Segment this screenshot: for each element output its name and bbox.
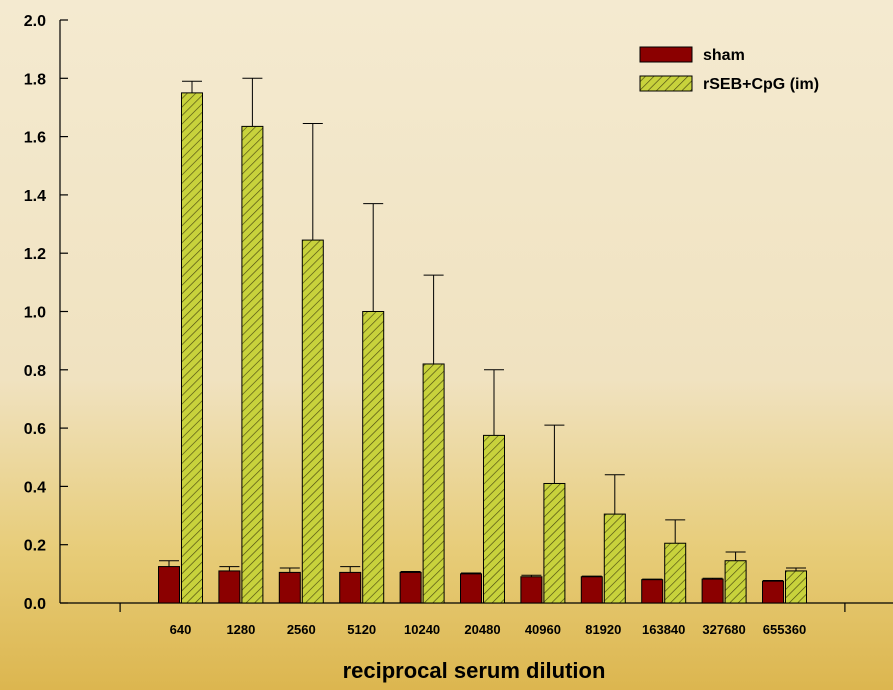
bar-rseb-cpg bbox=[422, 363, 445, 604]
x-tick-label: 81920 bbox=[585, 622, 621, 637]
x-tick-label: 40960 bbox=[525, 622, 561, 637]
bar-rseb-cpg bbox=[543, 482, 566, 604]
bar-rseb-cpg bbox=[664, 542, 687, 604]
bar-sham bbox=[278, 571, 301, 604]
y-tick-label: 0.6 bbox=[24, 421, 46, 438]
bar-rseb-cpg bbox=[603, 513, 626, 604]
x-tick-label: 2560 bbox=[287, 622, 316, 637]
y-tick-label: 0.4 bbox=[24, 479, 46, 496]
bar-rseb-cpg bbox=[724, 560, 747, 604]
bar-rseb-cpg bbox=[301, 239, 324, 604]
bar-rseb-cpg bbox=[181, 92, 203, 604]
x-axis: 640 1280 2560 5120 10240 20480 40960 81920 16384… bbox=[60, 602, 893, 637]
bar-sham bbox=[762, 580, 784, 604]
x-tick-label: 1280 bbox=[226, 622, 255, 637]
legend-swatch-rseb-cpg bbox=[639, 75, 693, 92]
legend-label-sham: sham bbox=[703, 47, 745, 64]
y-tick-label: 1.8 bbox=[24, 71, 46, 88]
x-tick-label: 10240 bbox=[404, 622, 440, 637]
x-tick-label: 163840 bbox=[642, 622, 685, 637]
y-tick-label: 1.6 bbox=[24, 130, 46, 147]
y-tick-label: 0.0 bbox=[24, 596, 46, 613]
legend: sham rSEB+CpG (im) bbox=[639, 46, 819, 93]
y-tick-label: 1.2 bbox=[24, 246, 46, 263]
bar-rseb-cpg bbox=[483, 434, 505, 604]
y-tick-label: 1.4 bbox=[24, 188, 46, 205]
bar-rseb-cpg bbox=[785, 570, 807, 604]
bar-rseb-cpg bbox=[241, 125, 264, 604]
bar-sham bbox=[580, 576, 603, 604]
bar-sham bbox=[701, 578, 724, 604]
x-tick-label: 20480 bbox=[464, 622, 500, 637]
y-tick-label: 1.0 bbox=[24, 305, 46, 322]
bar-sham bbox=[399, 571, 422, 604]
y-tick-label: 0.8 bbox=[24, 363, 46, 380]
bar-sham bbox=[158, 566, 180, 604]
x-tick-label: 640 bbox=[170, 622, 192, 637]
bar-sham bbox=[520, 576, 543, 604]
y-tick-label: 0.2 bbox=[24, 538, 46, 555]
bar-sham bbox=[339, 571, 362, 604]
x-tick-label: 327680 bbox=[702, 622, 745, 637]
x-tick-label: 5120 bbox=[347, 622, 376, 637]
bar-sham bbox=[641, 579, 664, 604]
y-tick-label: 2.0 bbox=[24, 13, 46, 30]
bar-sham bbox=[460, 573, 482, 604]
legend-swatch-sham bbox=[639, 46, 693, 63]
x-axis-title: reciprocal serum dilution bbox=[343, 658, 606, 683]
legend-label-rseb-cpg: rSEB+CpG (im) bbox=[703, 76, 819, 93]
bar-sham bbox=[218, 570, 241, 604]
bar-rseb-cpg bbox=[362, 311, 385, 604]
x-tick-label: 655360 bbox=[763, 622, 806, 637]
bars bbox=[158, 77, 807, 604]
y-axis: 0.0 0.2 0.4 0.6 0.8 1.0 1.2 1.4 1.6 1.8 2.0 bbox=[24, 13, 68, 613]
